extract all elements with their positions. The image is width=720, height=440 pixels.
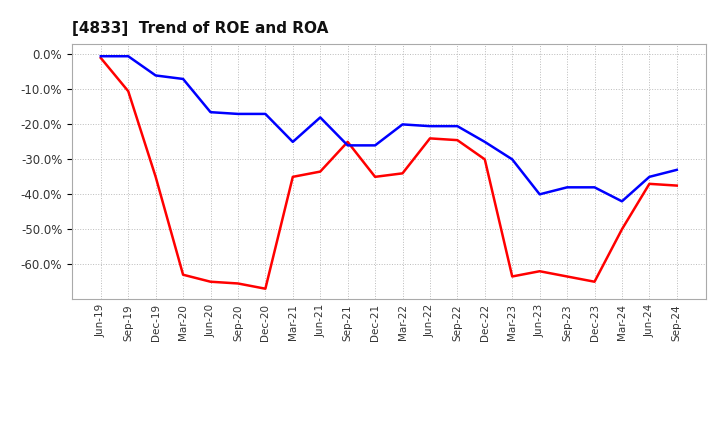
ROA: [371, 143, 379, 148]
ROA: [590, 185, 599, 190]
ROA: [316, 115, 325, 120]
ROE: [480, 157, 489, 162]
ROE: [371, 174, 379, 180]
ROA: [563, 185, 572, 190]
ROA: [343, 143, 352, 148]
ROA: [536, 192, 544, 197]
ROE: [124, 88, 132, 94]
ROE: [453, 137, 462, 143]
Text: [4833]  Trend of ROE and ROA: [4833] Trend of ROE and ROA: [72, 21, 328, 36]
ROA: [426, 124, 434, 129]
ROE: [536, 268, 544, 274]
ROE: [590, 279, 599, 284]
ROE: [316, 169, 325, 174]
ROA: [289, 139, 297, 144]
ROE: [206, 279, 215, 284]
ROA: [124, 54, 132, 59]
ROA: [261, 111, 270, 117]
ROA: [618, 199, 626, 204]
ROE: [618, 227, 626, 232]
ROA: [179, 76, 187, 81]
ROA: [645, 174, 654, 180]
ROE: [289, 174, 297, 180]
ROE: [563, 274, 572, 279]
ROE: [233, 281, 242, 286]
ROA: [398, 122, 407, 127]
ROE: [426, 136, 434, 141]
ROA: [508, 157, 516, 162]
ROA: [672, 167, 681, 172]
ROE: [398, 171, 407, 176]
ROE: [343, 139, 352, 144]
ROE: [261, 286, 270, 291]
ROA: [453, 124, 462, 129]
ROE: [151, 174, 160, 180]
Line: ROE: ROE: [101, 58, 677, 289]
ROE: [508, 274, 516, 279]
ROA: [151, 73, 160, 78]
Line: ROA: ROA: [101, 56, 677, 202]
ROE: [96, 55, 105, 61]
ROA: [206, 110, 215, 115]
ROE: [179, 272, 187, 277]
ROE: [672, 183, 681, 188]
ROE: [645, 181, 654, 187]
ROA: [96, 54, 105, 59]
ROA: [480, 139, 489, 144]
ROA: [233, 111, 242, 117]
